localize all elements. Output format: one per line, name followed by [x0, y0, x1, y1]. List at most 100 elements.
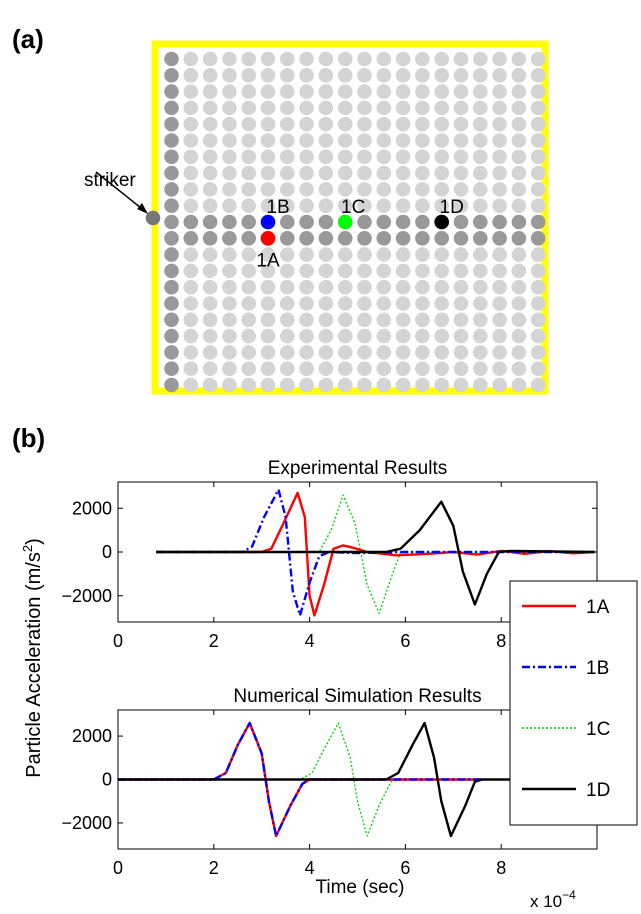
lattice-particle [473, 68, 488, 83]
lattice-particle [202, 312, 218, 328]
lattice-particle [376, 116, 392, 132]
lattice-particle [280, 214, 295, 230]
lattice-particle [376, 84, 392, 99]
lattice-particle [357, 279, 372, 295]
lattice-particle [357, 247, 372, 262]
lattice-particle [492, 377, 507, 393]
lattice-particle [530, 247, 546, 262]
lattice-particle [280, 149, 295, 165]
lattice-particle [337, 100, 353, 116]
lattice-particle [164, 100, 179, 116]
y-tick-label: 0 [102, 542, 112, 562]
lattice-particle [299, 231, 314, 246]
lattice-particle [376, 68, 392, 83]
lattice-particle [202, 182, 218, 197]
lattice-particle [337, 165, 353, 181]
legend-label-1c: 1C [586, 719, 610, 740]
y-tick-label: 0 [102, 770, 112, 790]
lattice-particle [318, 361, 334, 377]
lattice-particle [376, 247, 392, 262]
lattice-particle [511, 247, 527, 262]
lattice-particle [183, 361, 199, 377]
lattice-particle [492, 84, 507, 99]
lattice-particle [280, 68, 295, 83]
lattice-particle [241, 165, 256, 181]
lattice-particle [202, 247, 218, 262]
lattice-particle [395, 198, 411, 213]
series-line-1d [156, 500, 595, 606]
x-tick-label: 2 [209, 858, 219, 878]
lattice-particle [318, 149, 334, 165]
lattice-particle [530, 231, 546, 246]
striker-particle [145, 210, 161, 226]
lattice-particle [357, 231, 372, 246]
x-tick-label: 6 [400, 858, 410, 878]
lattice-particle [318, 377, 334, 393]
lattice-particle [183, 214, 199, 230]
lattice-particle [183, 84, 199, 99]
lattice-particle [492, 231, 507, 246]
lattice-particle [202, 84, 218, 99]
lattice-particle [511, 116, 527, 132]
lattice-particle [183, 377, 199, 393]
lattice-particle [434, 231, 450, 246]
lattice-particle [511, 263, 527, 279]
lattice-particle [183, 312, 199, 328]
lattice-particle [222, 149, 237, 165]
lattice-particle [357, 149, 372, 165]
lattice-particle [183, 296, 199, 311]
lattice-particle [241, 231, 256, 246]
lattice-particle [299, 133, 314, 148]
lattice-particle [395, 312, 411, 328]
y-tick-label: −2000 [61, 586, 112, 606]
lattice-particle [202, 214, 218, 230]
lattice-particle [241, 361, 256, 377]
x-tick-label: 4 [305, 631, 315, 651]
lattice-particle [492, 279, 507, 295]
lattice-particle [492, 133, 507, 148]
lattice-particle [511, 165, 527, 181]
lattice-particle [530, 296, 546, 311]
lattice-particle [434, 198, 450, 213]
lattice-particle [337, 263, 353, 279]
lattice-particle [453, 198, 469, 213]
lattice-particle [241, 377, 256, 393]
lattice-particle [473, 247, 488, 262]
panel-b-label: (b) [12, 423, 45, 453]
particle-1d [434, 214, 450, 230]
lattice-particle [318, 116, 334, 132]
lattice-particle [511, 100, 527, 116]
lattice-particle [453, 84, 469, 99]
lattice-particle [222, 377, 237, 393]
lattice-particle [164, 51, 179, 67]
lattice-particle [202, 377, 218, 393]
lattice-particle [222, 133, 237, 148]
lattice-particle [183, 345, 199, 360]
panel-a-label: (a) [12, 24, 44, 54]
lattice-particle [299, 100, 314, 116]
lattice-particle [357, 100, 372, 116]
lattice-particle [164, 165, 179, 181]
lattice-particle [415, 328, 430, 344]
lattice-particle [318, 231, 334, 246]
lattice-particle [299, 51, 314, 67]
lattice-particle [222, 312, 237, 328]
lattice-particle [395, 361, 411, 377]
lattice-particle [395, 116, 411, 132]
lattice-particle [473, 198, 488, 213]
lattice-particle [530, 361, 546, 377]
lattice-particle [376, 100, 392, 116]
lattice-particle [299, 247, 314, 262]
lattice-particle [260, 263, 276, 279]
lattice-particle [164, 149, 179, 165]
lattice-particle [530, 68, 546, 83]
lattice-particle [434, 149, 450, 165]
lattice-particle [453, 133, 469, 148]
lattice-particle [222, 247, 237, 262]
lattice-particle [415, 182, 430, 197]
lattice-particle [376, 182, 392, 197]
lattice-particle [337, 182, 353, 197]
particle-label-1b: 1B [266, 197, 289, 218]
lattice-particle [434, 361, 450, 377]
legend-box [509, 580, 638, 826]
